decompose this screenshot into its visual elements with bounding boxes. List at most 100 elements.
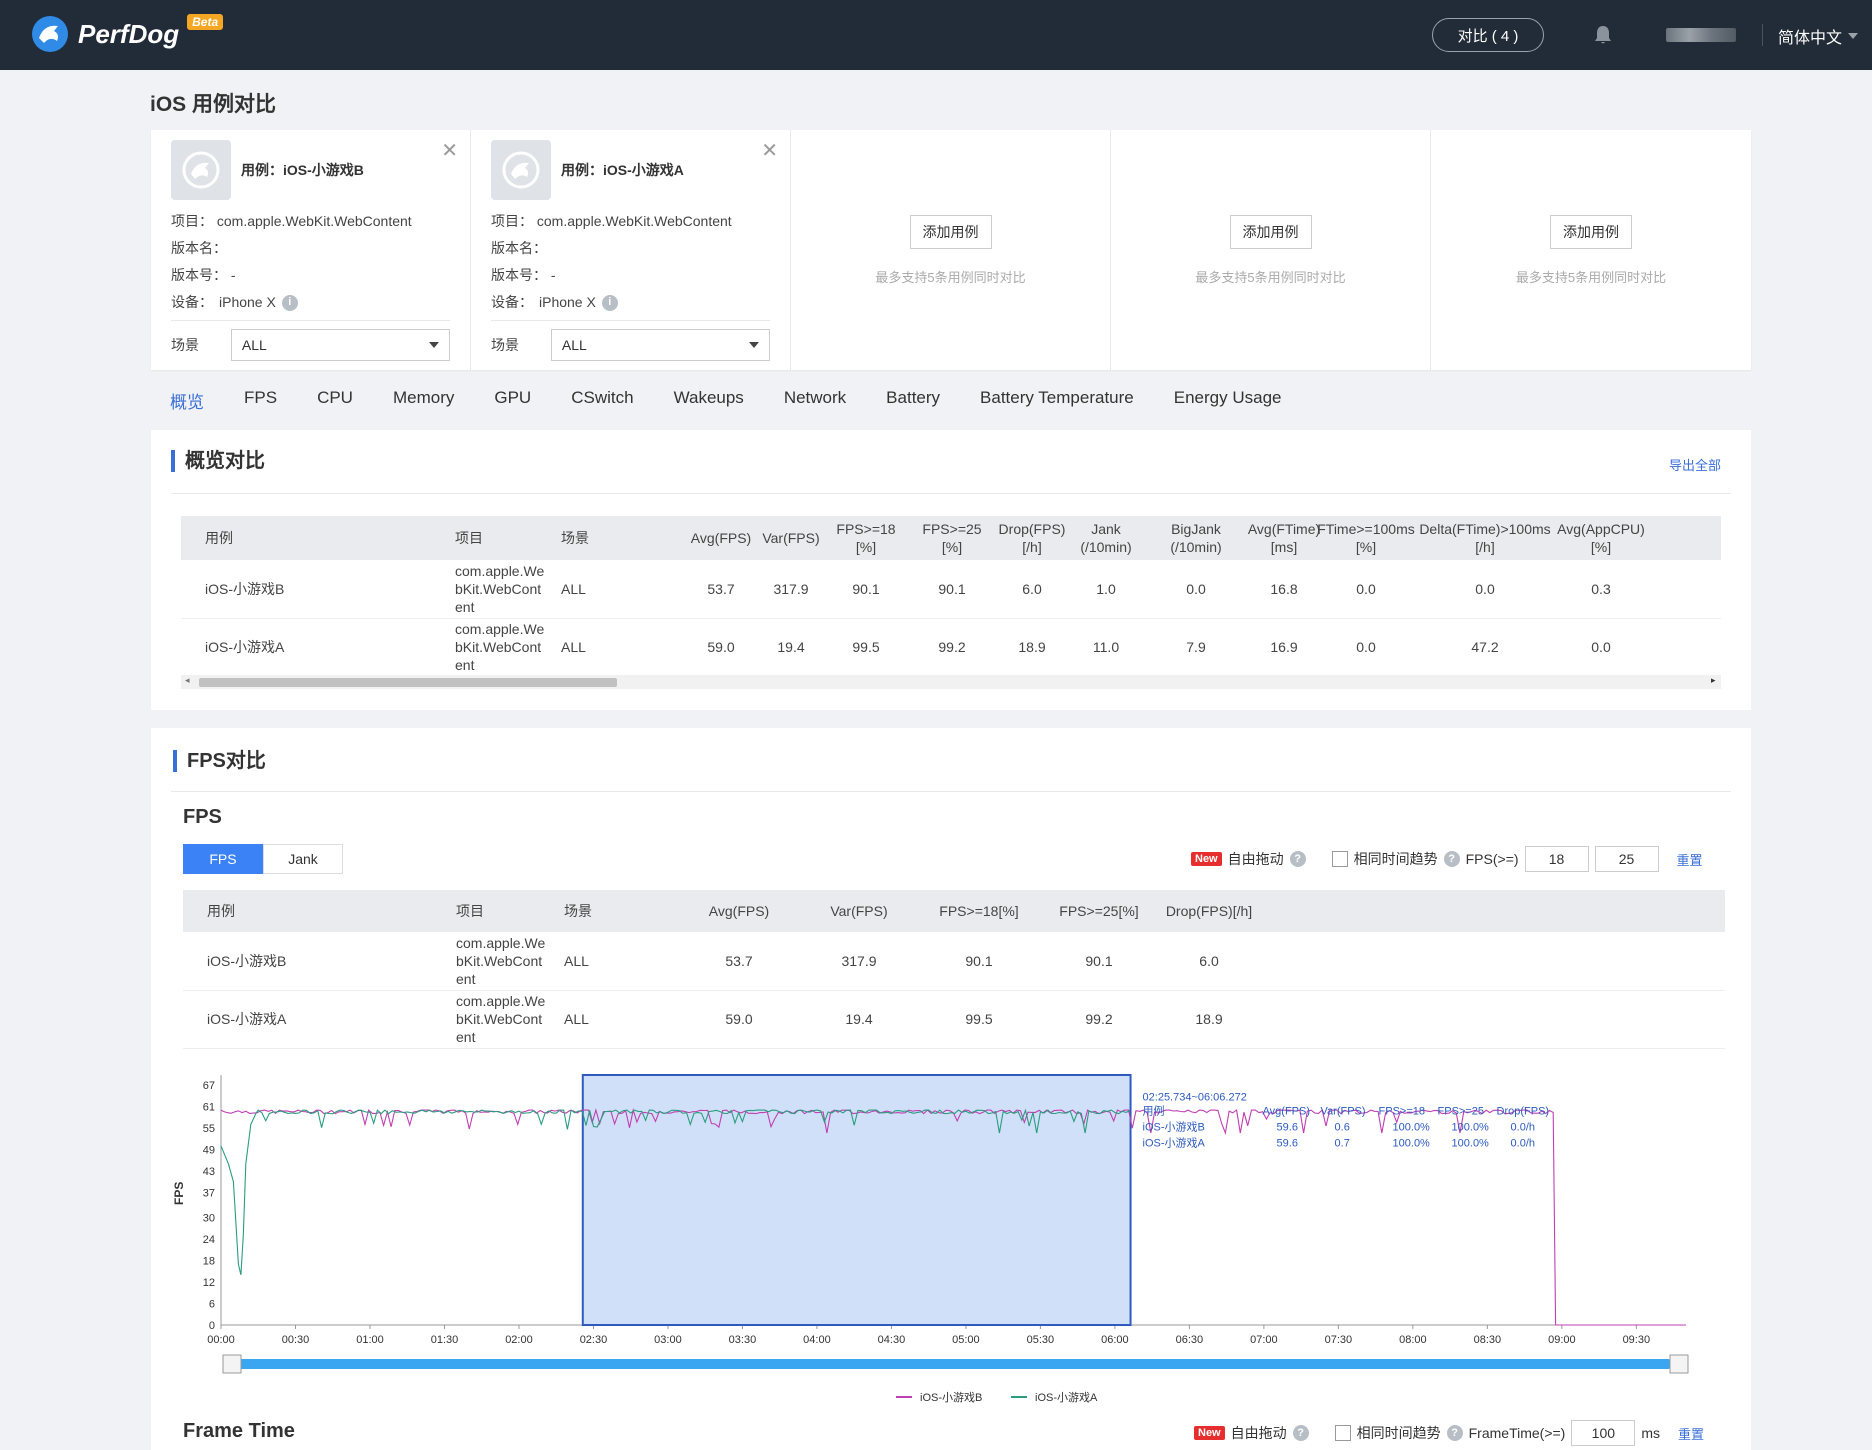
fps-chart[interactable]: 0 6 12 18 24 30 37 43 49 55 61 67 00:00 00:30 01:00 01:… [151,1063,1751,1423]
y-tick-label: 37 [203,1187,215,1199]
fps-jank-toggle: FPS Jank [183,844,343,874]
info-icon[interactable]: i [281,294,298,311]
beta-badge: Beta [187,14,224,30]
case-cards: 用例：iOS-小游戏B ✕ 项目： com.apple.WebKit.WebCo… [151,130,1751,370]
frametime-controls: New 自由拖动 ? 相同时间趋势 ? FrameTime(>=) 100 ms… [1194,1420,1704,1446]
toggle-jank[interactable]: Jank [263,844,343,874]
empty-case-slot: 添加用例 最多支持5条用例同时对比 [791,130,1111,370]
add-case-button[interactable]: 添加用例 [1229,214,1312,249]
column-header: BigJank (/10min) [1170,521,1222,555]
column-header: FPS>=25 [%] [922,521,982,555]
selection-range-label: 02:25.734~06:06.272 [1143,1091,1247,1103]
tab-battery-temperature[interactable]: Battery Temperature [980,388,1134,407]
compare-button[interactable]: 对比 ( 4 ) [1432,18,1544,52]
frametime-title: Frame Time [183,1420,295,1442]
user-name-blurred[interactable] [1666,28,1736,42]
tab-energy-usage[interactable]: Energy Usage [1173,388,1282,407]
add-case-button[interactable]: 添加用例 [909,214,992,249]
export-all-link[interactable]: 导出全部 [1669,458,1722,473]
scroll-right-arrow-icon[interactable]: ▸ [1711,675,1716,685]
y-tick-label: 55 [203,1123,215,1135]
column-header: 用例 [205,530,233,546]
fps-divider [171,791,1731,792]
y-tick-label: 30 [203,1213,215,1225]
tab-cswitch[interactable]: CSwitch [571,388,634,407]
table-cell: 90.1 [852,581,880,597]
column-header: 用例 [207,903,235,919]
toggle-fps[interactable]: FPS [183,844,263,874]
table-cell: iOS-小游戏B [205,581,285,597]
perfdog-logo[interactable]: PerfDog Beta [30,14,224,54]
table-cell: iOS-小游戏A [205,639,285,655]
same-time-checkbox[interactable] [1331,851,1348,867]
tab-gpu[interactable]: GPU [494,388,532,407]
language-selector[interactable]: 简体中文 [1778,24,1859,48]
column-header: FPS>=25[%] [1059,903,1139,919]
frametime-threshold-input[interactable]: 100 [1571,1420,1636,1446]
x-tick-label: 06:00 [1101,1334,1129,1346]
help-icon[interactable]: ? [1289,851,1306,867]
tab-memory[interactable]: Memory [392,388,455,407]
scroll-left-arrow-icon[interactable]: ◂ [185,675,190,685]
frametime-unit: ms [1641,1425,1661,1441]
selection-range[interactable] [581,1074,1132,1326]
column-header: FPS>=18[%] [939,903,1019,919]
add-case-hint: 最多支持5条用例同时对比 [875,269,1026,285]
table-cell: 99.5 [852,639,880,655]
zoom-handle-left[interactable] [222,1354,242,1374]
info-icon[interactable]: i [601,294,618,311]
zoom-slider-track[interactable] [231,1359,1670,1369]
help-icon[interactable]: ? [1443,851,1460,867]
y-tick-label: 18 [203,1256,215,1268]
tooltip-cell: 100.0% [1452,1137,1490,1149]
table-cell: 90.1 [965,953,993,969]
same-time-label: 相同时间趋势 [1353,851,1438,867]
table-cell: 317.9 [841,953,877,969]
tooltip-cell: 59.6 [1277,1137,1298,1149]
fps-threshold-input-2[interactable]: 25 [1594,846,1659,872]
bell-icon[interactable] [1592,24,1614,51]
help-icon[interactable]: ? [1446,1425,1463,1441]
tab-wakeups[interactable]: Wakeups [673,388,744,407]
overview-panel: 概览对比 导出全部 用例 项目 场景 Avg(FPS) Var(FPS) FPS>=18 … [151,430,1751,710]
language-label: 简体中文 [1778,30,1843,47]
x-tick-label: 03:30 [729,1334,757,1346]
table-cell: 99.5 [965,1011,993,1027]
reset-link[interactable]: 重置 [1676,852,1703,868]
tab-overview[interactable]: 概览 [170,393,204,412]
case-card: 用例：iOS-小游戏B ✕ 项目： com.apple.WebKit.WebCo… [151,130,471,370]
scene-select[interactable]: ALL [550,329,770,361]
column-header: 项目 [455,530,483,546]
column-header: Avg(AppCPU) [%] [1557,521,1645,555]
column-header: Drop(FPS) [/h] [998,521,1066,555]
table-cell: com.apple.We bKit.WebCont ent [455,621,545,673]
tab-fps[interactable]: FPS [244,388,278,407]
tooltip-cell: 100.0% [1393,1121,1431,1133]
table-cell: 1.0 [1096,581,1116,597]
tooltip-header: Avg(FPS) [1263,1105,1310,1117]
zoom-handle-right[interactable] [1669,1354,1689,1374]
table-cell: 59.0 [707,639,735,655]
fps-threshold-label: FPS(>=) [1465,851,1519,867]
x-tick-label: 08:30 [1474,1334,1502,1346]
help-icon[interactable]: ? [1292,1425,1309,1441]
x-tick-label: 01:00 [356,1334,384,1346]
caret-down-icon [429,342,439,348]
reset-link[interactable]: 重置 [1678,1426,1705,1442]
fps-threshold-input-1[interactable]: 18 [1524,846,1589,872]
x-tick-label: 04:30 [878,1334,906,1346]
tab-network[interactable]: Network [783,388,847,407]
scene-select[interactable]: ALL [230,329,450,361]
tab-cpu[interactable]: CPU [317,388,353,407]
close-icon[interactable]: ✕ [441,140,458,162]
x-tick-label: 06:30 [1176,1334,1204,1346]
same-time-checkbox[interactable] [1334,1425,1351,1441]
close-icon[interactable]: ✕ [761,140,778,162]
page-title: iOS 用例对比 [150,93,277,116]
empty-case-slot: 添加用例 最多支持5条用例同时对比 [1431,130,1751,370]
table-cell: 0.3 [1591,581,1611,597]
tab-battery[interactable]: Battery [886,388,941,407]
add-case-button[interactable]: 添加用例 [1550,214,1632,249]
device-label: 设备： [491,294,533,310]
scrollbar-thumb[interactable] [199,678,617,687]
